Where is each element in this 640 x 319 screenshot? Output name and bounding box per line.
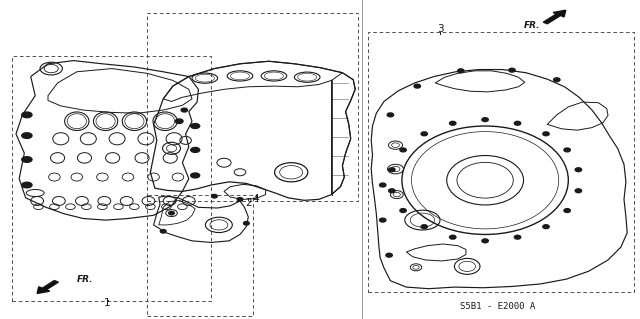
Ellipse shape (482, 118, 488, 122)
FancyArrow shape (37, 281, 58, 293)
Bar (12, 56, 211, 301)
Ellipse shape (515, 235, 521, 239)
Ellipse shape (191, 147, 200, 152)
Ellipse shape (482, 239, 488, 243)
Ellipse shape (388, 189, 395, 193)
Ellipse shape (380, 183, 386, 187)
Ellipse shape (386, 253, 392, 257)
Ellipse shape (22, 182, 32, 188)
Ellipse shape (564, 148, 570, 152)
Text: FR.: FR. (77, 275, 93, 284)
Ellipse shape (243, 221, 250, 225)
Ellipse shape (449, 121, 456, 125)
Bar (147, 13, 358, 201)
Ellipse shape (400, 148, 406, 152)
Ellipse shape (543, 132, 549, 136)
Text: 3: 3 (437, 24, 444, 34)
Ellipse shape (400, 209, 406, 212)
Ellipse shape (181, 108, 188, 112)
Bar (368, 32, 634, 292)
Ellipse shape (388, 168, 395, 172)
Ellipse shape (421, 225, 428, 229)
Text: FR.: FR. (524, 21, 540, 30)
Ellipse shape (575, 189, 582, 193)
Ellipse shape (575, 168, 582, 172)
Ellipse shape (564, 209, 570, 212)
Ellipse shape (449, 235, 456, 239)
Ellipse shape (168, 211, 175, 215)
Ellipse shape (387, 113, 394, 117)
Ellipse shape (237, 197, 243, 201)
Ellipse shape (458, 69, 464, 73)
Ellipse shape (22, 157, 32, 162)
Ellipse shape (191, 173, 200, 178)
Ellipse shape (191, 123, 200, 129)
Ellipse shape (175, 119, 183, 123)
Ellipse shape (380, 218, 386, 222)
Ellipse shape (22, 133, 32, 138)
Text: 1: 1 (104, 298, 111, 308)
Ellipse shape (554, 78, 560, 82)
Ellipse shape (543, 225, 549, 229)
Ellipse shape (421, 132, 428, 136)
Ellipse shape (515, 121, 521, 125)
Ellipse shape (160, 230, 166, 233)
Ellipse shape (414, 84, 420, 88)
Ellipse shape (211, 194, 218, 198)
FancyArrow shape (543, 10, 566, 24)
Ellipse shape (22, 112, 32, 118)
Text: 2: 2 (245, 197, 252, 208)
Ellipse shape (509, 68, 515, 72)
Text: 4: 4 (253, 194, 259, 204)
Bar (147, 195, 253, 316)
Text: S5B1 - E2000 A: S5B1 - E2000 A (460, 302, 536, 311)
